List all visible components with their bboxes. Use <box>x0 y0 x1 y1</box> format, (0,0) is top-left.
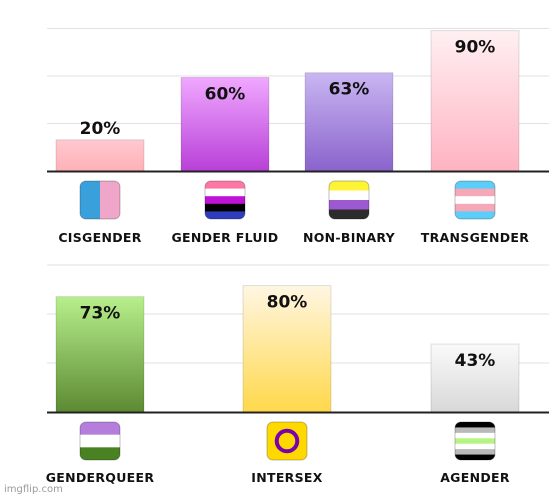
data-label: 43% <box>455 351 496 371</box>
category-label: INTERSEX <box>251 470 322 485</box>
data-label: 60% <box>205 84 246 104</box>
top-bar-chart: 20% CISGENDER 60% GENDER FLUID 63% NON-BINARY… <box>47 28 549 245</box>
category-label: NON-BINARY <box>303 230 396 245</box>
category-label: GENDERQUEER <box>46 470 155 485</box>
data-label: 63% <box>329 80 370 100</box>
watermark: imgflip.com <box>4 484 63 495</box>
category-label: AGENDER <box>440 470 510 485</box>
bar-intersex <box>242 285 332 413</box>
data-label: 90% <box>455 38 496 58</box>
bottom-bar-chart: 73% GENDERQUEER 80% INTERSEX 43% AGENDER <box>46 264 549 485</box>
cisgender-flag-icon <box>79 180 121 220</box>
data-label: 80% <box>267 293 308 313</box>
transgender-flag-icon <box>454 180 496 220</box>
bar-non-binary <box>304 72 394 172</box>
genderqueer-flag-icon <box>79 421 121 461</box>
data-label: 73% <box>80 304 121 324</box>
nonbinary-flag-icon <box>328 180 370 220</box>
category-label: CISGENDER <box>58 230 141 245</box>
bar-cisgender <box>55 139 145 172</box>
agender-flag-icon <box>454 421 496 461</box>
category-label: GENDER FLUID <box>172 230 279 245</box>
bar-transgender <box>430 30 520 172</box>
category-label: TRANSGENDER <box>421 230 529 245</box>
bar-agender <box>430 343 520 413</box>
bar-gender-fluid <box>180 76 270 172</box>
intersex-flag-icon <box>266 421 308 461</box>
genderfluid-flag-icon <box>204 180 246 220</box>
data-label: 20% <box>80 119 121 139</box>
bar-genderqueer <box>55 296 145 413</box>
